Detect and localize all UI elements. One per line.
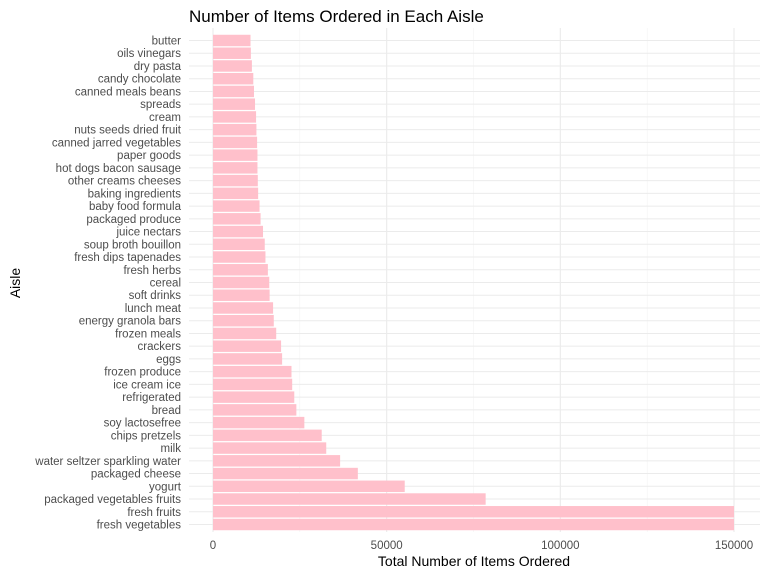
y-tick-label: dry pasta [134, 61, 182, 73]
bar [213, 480, 405, 493]
y-tick-label: water seltzer sparkling water [34, 456, 181, 468]
bar [213, 365, 292, 378]
y-tick-label: cream [149, 112, 181, 124]
bar [213, 162, 258, 174]
y-tick-label: frozen meals [115, 328, 181, 340]
bar [213, 276, 270, 289]
bar [213, 340, 282, 352]
y-tick-label: fresh fruits [127, 507, 181, 519]
bar [213, 174, 258, 187]
bar [213, 353, 283, 365]
bar [213, 251, 266, 263]
bar [213, 85, 254, 98]
y-tick-label: canned meals beans [75, 86, 181, 98]
y-tick-label: candy chocolate [98, 74, 181, 86]
y-tick-label: eggs [156, 354, 181, 366]
y-tick-label: refrigerated [122, 392, 181, 404]
x-tick-label: 0 [210, 540, 216, 552]
y-tick-label: energy granola bars [79, 316, 182, 328]
y-tick-label: packaged vegetables fruits [44, 494, 181, 506]
bar [213, 136, 258, 149]
bar [213, 34, 251, 47]
y-tick-label: packaged produce [86, 214, 181, 226]
bar [213, 518, 734, 531]
y-tick-label: butter [152, 36, 182, 48]
bar [213, 302, 274, 314]
bar [213, 429, 322, 442]
y-tick-label: milk [161, 443, 182, 455]
y-tick-label: fresh vegetables [97, 520, 182, 532]
y-tick-label: yogurt [149, 481, 182, 493]
y-tick-label: baking ingredients [88, 188, 182, 200]
y-tick-label: spreads [140, 99, 181, 111]
y-tick-label: paper goods [117, 150, 181, 162]
chart-title: Number of Items Ordered in Each Aisle [189, 7, 484, 26]
bar [213, 493, 486, 505]
bar [213, 391, 295, 403]
y-tick-label: fresh dips tapenades [74, 252, 181, 264]
bar [213, 187, 259, 200]
bar [213, 200, 260, 212]
bar [213, 467, 358, 480]
x-axis-title: Total Number of Items Ordered [378, 553, 570, 569]
y-tick-label: soup broth bouillon [84, 239, 181, 251]
bar [213, 378, 293, 391]
bar [213, 98, 256, 110]
bar [213, 72, 254, 85]
y-tick-label: canned jarred vegetables [52, 137, 181, 149]
bar [213, 149, 258, 161]
bars [213, 34, 734, 531]
y-tick-label: soy lactosefree [104, 418, 181, 430]
bar [213, 123, 257, 136]
x-tick-label: 50000 [371, 540, 403, 552]
y-tick-label: juice nectars [115, 227, 181, 239]
bar [213, 506, 734, 518]
y-axis-title: Aisle [7, 268, 23, 299]
y-tick-label: nuts seeds dried fruit [74, 125, 182, 137]
bar [213, 111, 257, 123]
y-tick-label: packaged cheese [91, 469, 181, 481]
y-tick-label: chips pretzels [111, 430, 182, 442]
x-tick-label: 100000 [541, 540, 579, 552]
y-tick-label: baby food formula [89, 201, 182, 213]
bar [213, 314, 274, 327]
x-tick-label: 150000 [715, 540, 753, 552]
y-tick-label: soft drinks [129, 290, 182, 302]
y-tick-label: other creams cheeses [68, 176, 181, 188]
bar [213, 47, 251, 59]
y-tick-label: bread [152, 405, 181, 417]
y-tick-label: ice cream ice [113, 379, 181, 391]
bar [213, 264, 268, 276]
y-tick-label: hot dogs bacon sausage [56, 163, 181, 175]
bar [213, 289, 270, 301]
y-tick-label: lunch meat [125, 303, 182, 315]
bar [213, 327, 277, 340]
bar [213, 225, 264, 238]
bar [213, 238, 265, 251]
x-tick-labels: 0 50000 100000 150000 [210, 540, 753, 552]
y-tick-label: crackers [138, 341, 182, 353]
y-tick-label: fresh herbs [123, 265, 181, 277]
y-tick-label: frozen produce [104, 367, 181, 379]
y-tick-label: oils vinegars [117, 48, 181, 60]
bar [213, 416, 305, 429]
bar [213, 213, 261, 225]
bar [213, 60, 252, 72]
bar [213, 442, 327, 454]
bar [213, 455, 341, 467]
bar [213, 404, 297, 416]
y-tick-label: cereal [150, 278, 181, 290]
